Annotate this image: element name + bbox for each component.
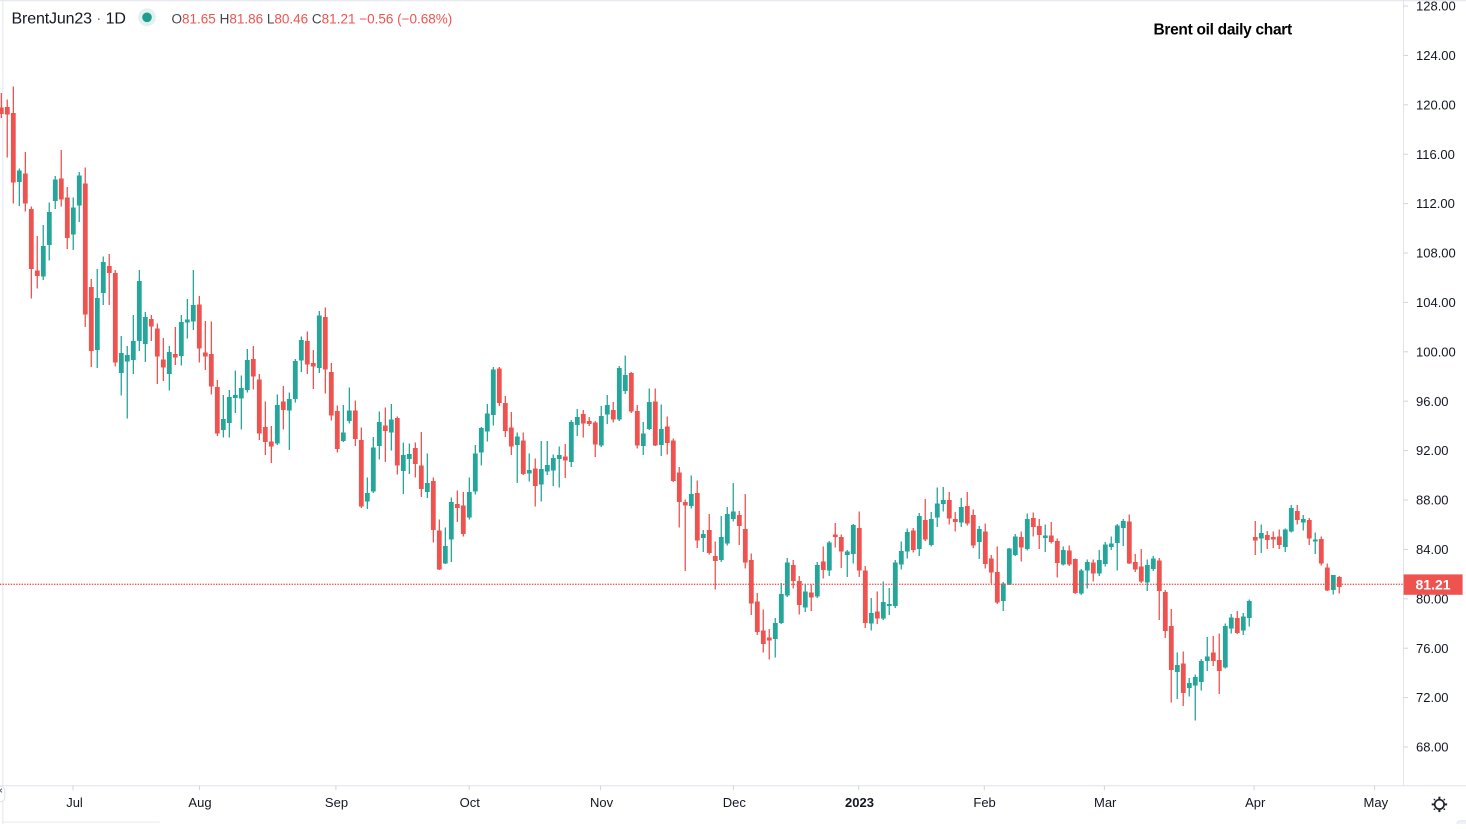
svg-text:Nov: Nov bbox=[590, 795, 614, 810]
svg-text:92.00: 92.00 bbox=[1416, 443, 1449, 458]
svg-text:Sep: Sep bbox=[325, 795, 348, 810]
svg-text:2023: 2023 bbox=[845, 795, 874, 810]
svg-text:Brent oil daily chart: Brent oil daily chart bbox=[1153, 22, 1292, 39]
svg-text:Apr: Apr bbox=[1245, 795, 1266, 810]
svg-text:BrentJun23 · 1D: BrentJun23 · 1D bbox=[12, 11, 126, 28]
svg-text:88.00: 88.00 bbox=[1416, 493, 1449, 508]
svg-text:O81.65 H81.86 L80.46 C81.21 −0: O81.65 H81.86 L80.46 C81.21 −0.56 (−0.68… bbox=[172, 11, 453, 26]
svg-text:Jul: Jul bbox=[66, 795, 83, 810]
svg-text:84.00: 84.00 bbox=[1416, 542, 1449, 557]
svg-text:Feb: Feb bbox=[973, 795, 995, 810]
svg-text:96.00: 96.00 bbox=[1416, 394, 1449, 409]
svg-text:80.00: 80.00 bbox=[1416, 591, 1449, 606]
svg-text:76.00: 76.00 bbox=[1416, 641, 1449, 656]
svg-text:104.00: 104.00 bbox=[1416, 295, 1456, 310]
svg-text:72.00: 72.00 bbox=[1416, 690, 1449, 705]
svg-text:Dec: Dec bbox=[723, 795, 747, 810]
svg-text:112.00: 112.00 bbox=[1416, 196, 1455, 211]
svg-text:120.00: 120.00 bbox=[1416, 97, 1456, 112]
svg-text:128.00: 128.00 bbox=[1416, 0, 1456, 14]
svg-text:81.21: 81.21 bbox=[1416, 576, 1451, 592]
svg-text:Oct: Oct bbox=[460, 795, 481, 810]
svg-text:108.00: 108.00 bbox=[1416, 246, 1456, 261]
svg-text:Aug: Aug bbox=[188, 795, 211, 810]
svg-text:68.00: 68.00 bbox=[1416, 740, 1449, 755]
svg-text:116.00: 116.00 bbox=[1416, 147, 1455, 162]
svg-text:Mar: Mar bbox=[1094, 795, 1117, 810]
svg-text:May: May bbox=[1364, 795, 1389, 810]
svg-text:100.00: 100.00 bbox=[1416, 344, 1456, 359]
svg-text:124.00: 124.00 bbox=[1416, 48, 1456, 63]
